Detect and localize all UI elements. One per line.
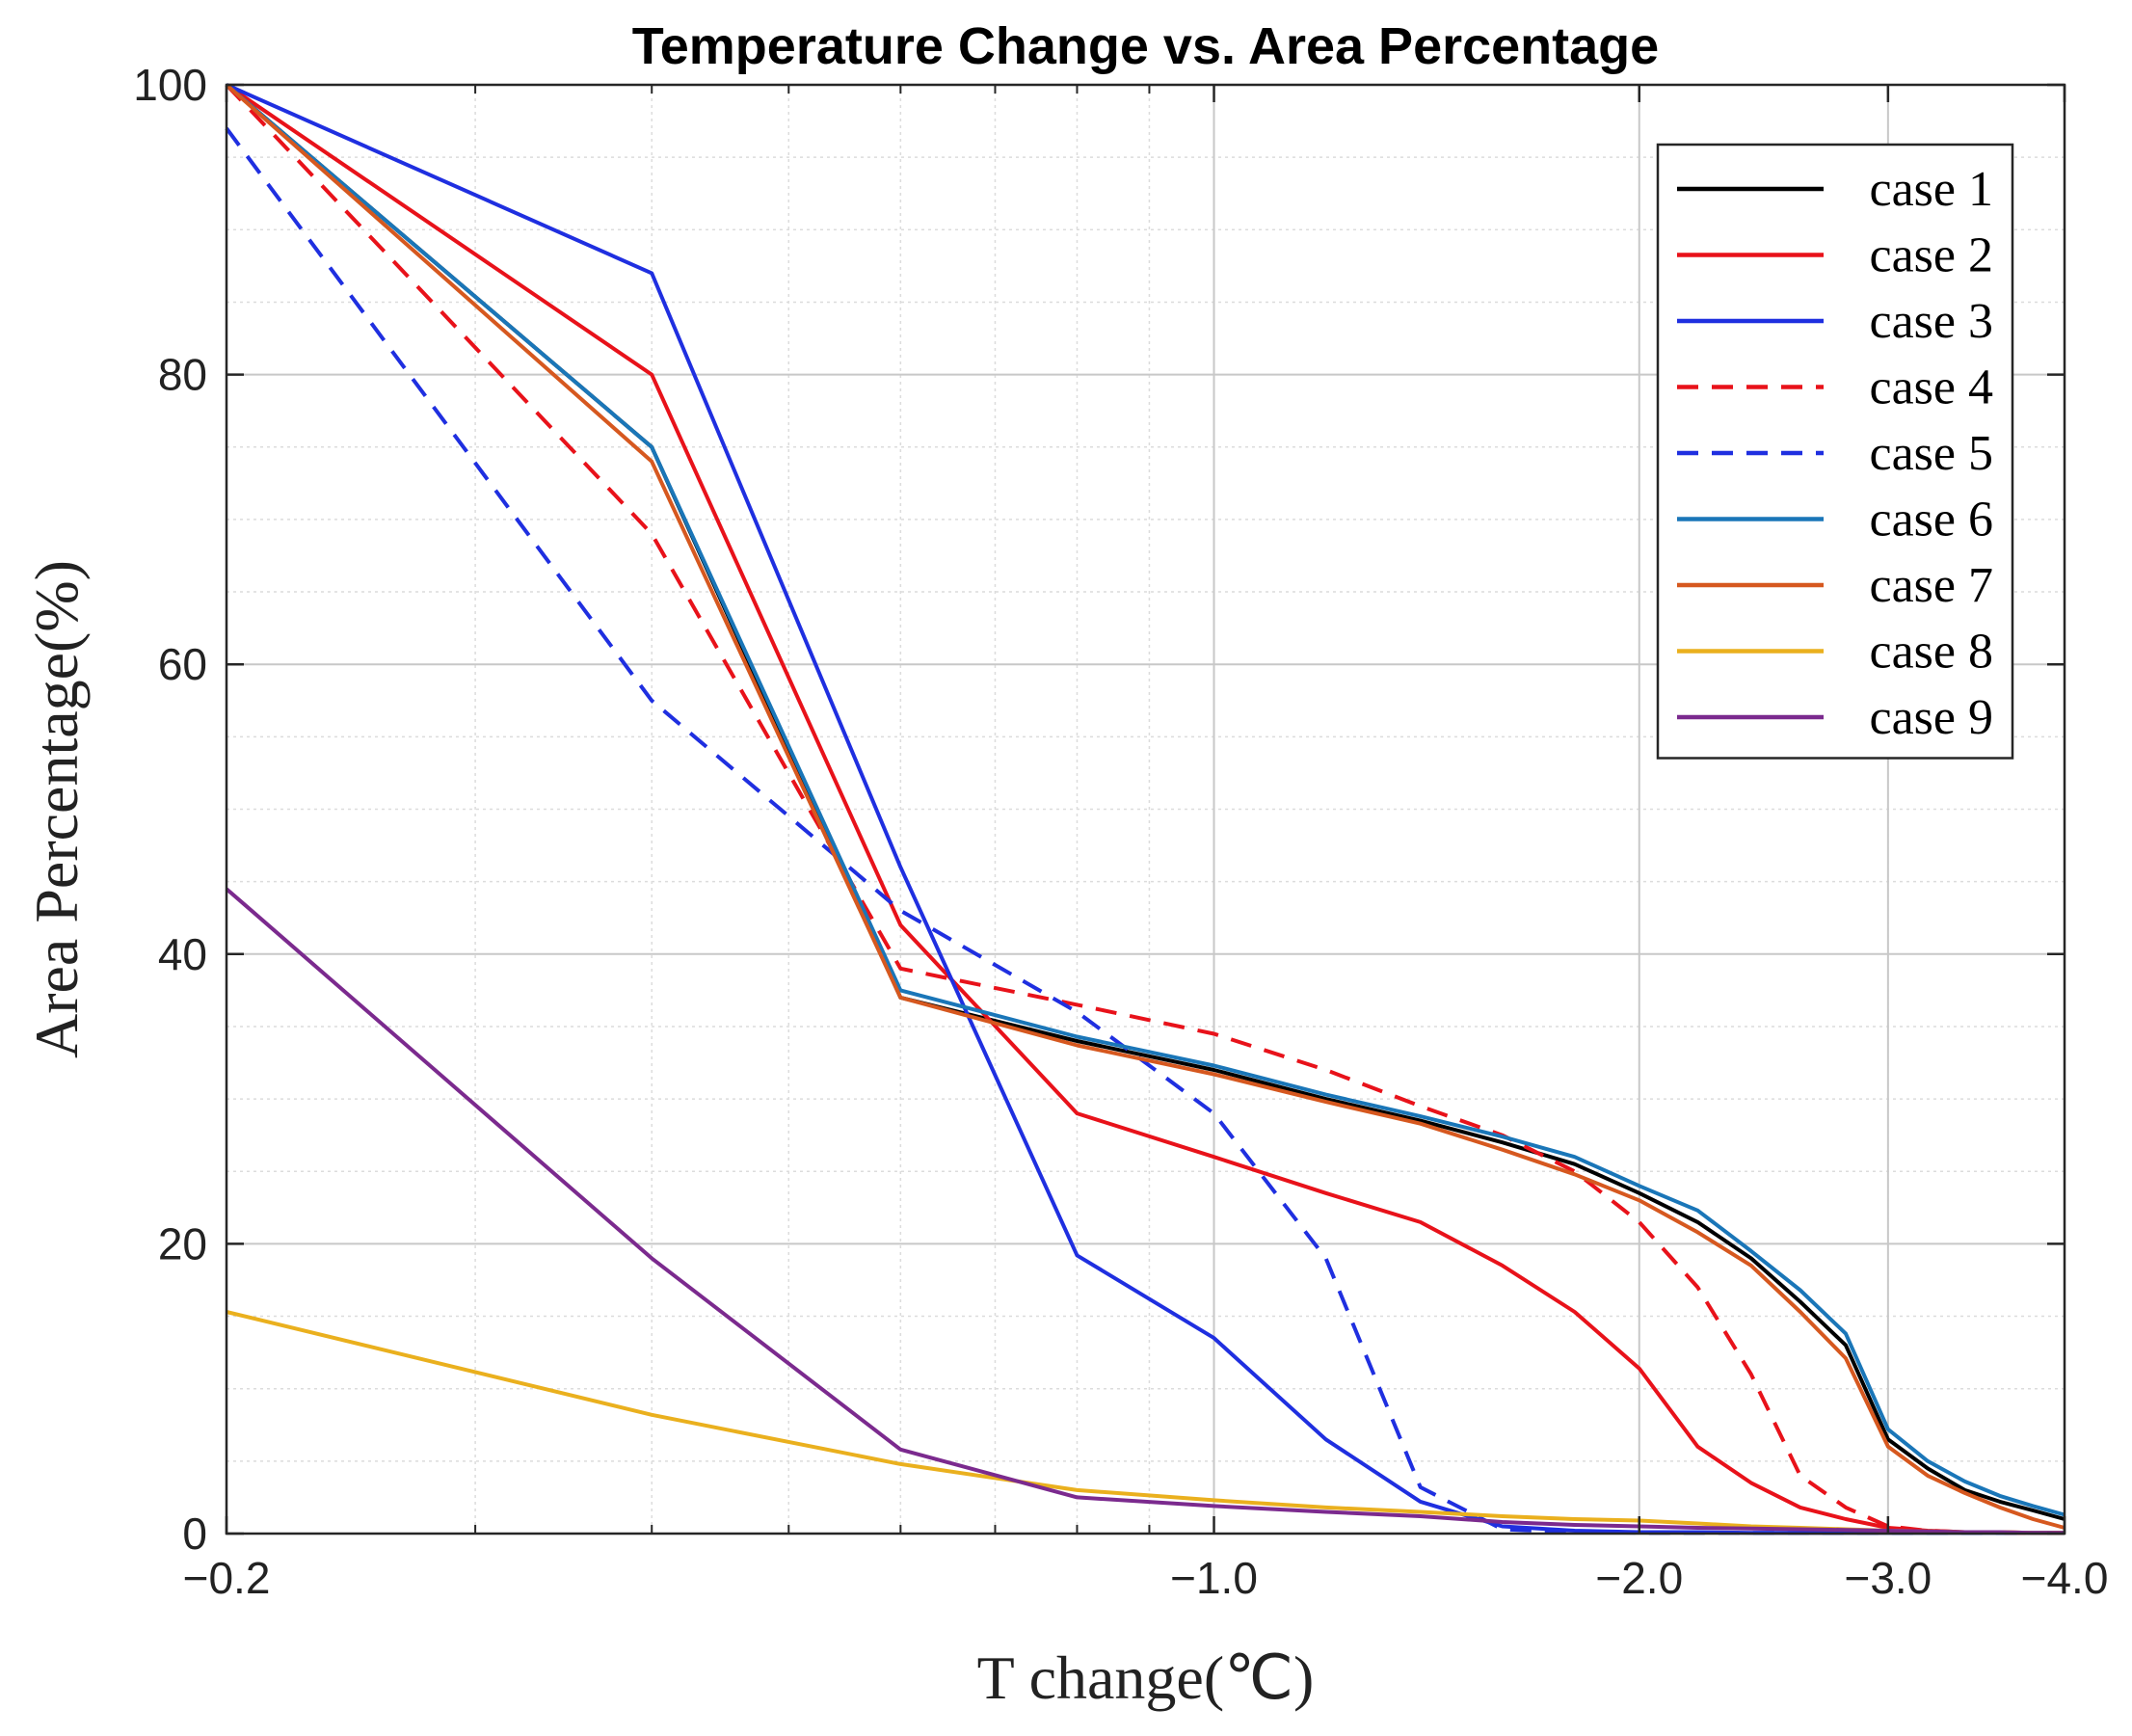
x-tick-label: −1.0: [1170, 1553, 1258, 1603]
y-tick-label: 100: [133, 60, 207, 110]
y-tick-label: 40: [158, 929, 207, 979]
x-tick-label: −3.0: [1844, 1553, 1932, 1603]
y-tick-label: 80: [158, 350, 207, 400]
legend-label-case-4: case 4: [1870, 361, 1993, 415]
plot-frame: [225, 83, 2066, 1536]
legend: case 1 case 2 case 3 case 4 case 5 case 6 case…: [1656, 143, 2014, 760]
y-tick-label: 0: [182, 1509, 207, 1559]
series-line-case-9: [225, 887, 2065, 1536]
series-line-case-7: [225, 83, 2065, 1530]
legend-label-case-6: case 6: [1870, 493, 1993, 548]
series-line-case-6: [225, 83, 2065, 1517]
legend-label-case-7: case 7: [1870, 558, 1993, 613]
x-axis-label: T change(℃): [977, 1643, 1315, 1712]
y-axis-label: Area Percentage(%): [22, 560, 91, 1058]
x-tick-label: −4.0: [2021, 1553, 2109, 1603]
legend-label-case-5: case 5: [1870, 426, 1993, 481]
tick-labels: −0.2 −1.0 −2.0 −3.0 −4.0 0 20 40 60 80 100: [133, 60, 2108, 1603]
legend-label-case-3: case 3: [1870, 294, 1993, 349]
x-tick-label: −2.0: [1595, 1553, 1683, 1603]
series-line-case-4: [225, 83, 2065, 1536]
axis-ticks: [225, 83, 2066, 1536]
x-tick-label: −0.2: [183, 1553, 271, 1603]
y-tick-label: 60: [158, 639, 207, 689]
y-tick-label: 20: [158, 1218, 207, 1269]
series-line-case-1: [225, 83, 2065, 1521]
legend-label-case-1: case 1: [1870, 162, 1993, 217]
legend-label-case-9: case 9: [1870, 690, 1993, 745]
legend-label-case-8: case 8: [1870, 625, 1993, 680]
legend-label-case-2: case 2: [1870, 228, 1993, 283]
chart-title: Temperature Change vs. Area Percentage: [632, 17, 1659, 75]
